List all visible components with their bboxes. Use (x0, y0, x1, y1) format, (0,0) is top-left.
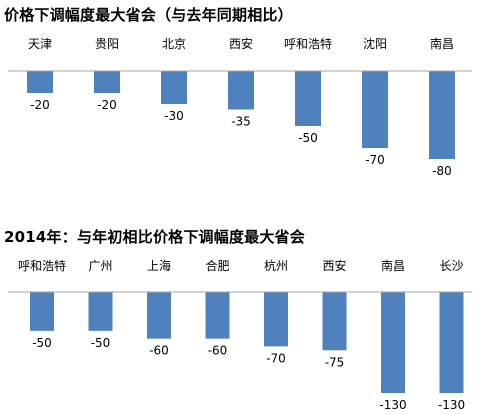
chart-2-title: 2014年：与年初相比价格下调幅度最大省会 (4, 228, 305, 246)
chart-2-value-label: -75 (325, 355, 345, 369)
chart-1-category-label: 呼和浩特 (284, 36, 332, 51)
chart-1-category-label: 沈阳 (363, 36, 387, 51)
chart-2-value-label: -70 (266, 351, 286, 365)
chart-2-category-label: 呼和浩特 (18, 258, 66, 273)
chart-1-bar (27, 71, 53, 93)
chart-2-value-label: -50 (91, 336, 111, 350)
chart-1-value-label: -80 (432, 164, 452, 178)
chart-1-title: 价格下调幅度最大省会（与去年同期相比） (4, 6, 293, 24)
chart-2-bar (381, 292, 405, 393)
chart-1-bar (94, 71, 120, 93)
chart-2-value-label: -50 (32, 336, 52, 350)
chart-1-category-label: 西安 (229, 36, 253, 51)
chart-2-value-label: -60 (208, 344, 228, 358)
chart-2-category-label: 南昌 (381, 258, 405, 273)
chart-2-value-label: -130 (438, 398, 465, 412)
chart-2-bar (88, 292, 113, 331)
chart-1-bar (161, 71, 187, 104)
chart-1-bar (362, 71, 388, 148)
chart-1-value-label: -35 (231, 115, 251, 129)
chart-2-bar (30, 292, 54, 331)
chart-1-value-label: -50 (298, 131, 318, 145)
chart-2-category-label: 合肥 (205, 258, 229, 273)
chart-2-bar (205, 292, 230, 339)
chart-2-category-label: 上海 (147, 258, 171, 273)
chart-1-category-label: 天津 (28, 37, 52, 51)
chart-2-bar (322, 292, 347, 351)
chart-2-category-label: 长沙 (439, 259, 463, 273)
chart-2-bar (439, 292, 464, 393)
chart-1-bar (228, 71, 254, 110)
chart-1-category-label: 北京 (162, 37, 186, 51)
chart-2-category-label: 杭州 (264, 258, 288, 273)
chart-1-category-label: 南昌 (430, 36, 454, 51)
chart-1-value-label: -30 (164, 109, 184, 123)
chart-2-bar (264, 292, 288, 347)
chart-2-value-label: -60 (149, 344, 169, 358)
chart-1-plot: 天津 -20 贵阳 -20 北京 -30 西安 -35 呼和浩特 -50 沈阳 -70 南昌 -80 (8, 36, 472, 178)
chart-2-category-label: 西安 (322, 258, 346, 273)
chart-1-bar (295, 71, 321, 126)
chart-2-category-label: 广州 (88, 259, 112, 273)
chart-1-category-label: 贵阳 (95, 37, 119, 51)
chart-2-value-label: -130 (379, 398, 406, 412)
chart-1-value-label: -20 (97, 98, 117, 112)
chart-1-value-label: -20 (30, 98, 50, 112)
chart-2-bar (147, 292, 171, 339)
chart-1-value-label: -70 (365, 153, 385, 167)
chart-1-bar (429, 71, 455, 159)
